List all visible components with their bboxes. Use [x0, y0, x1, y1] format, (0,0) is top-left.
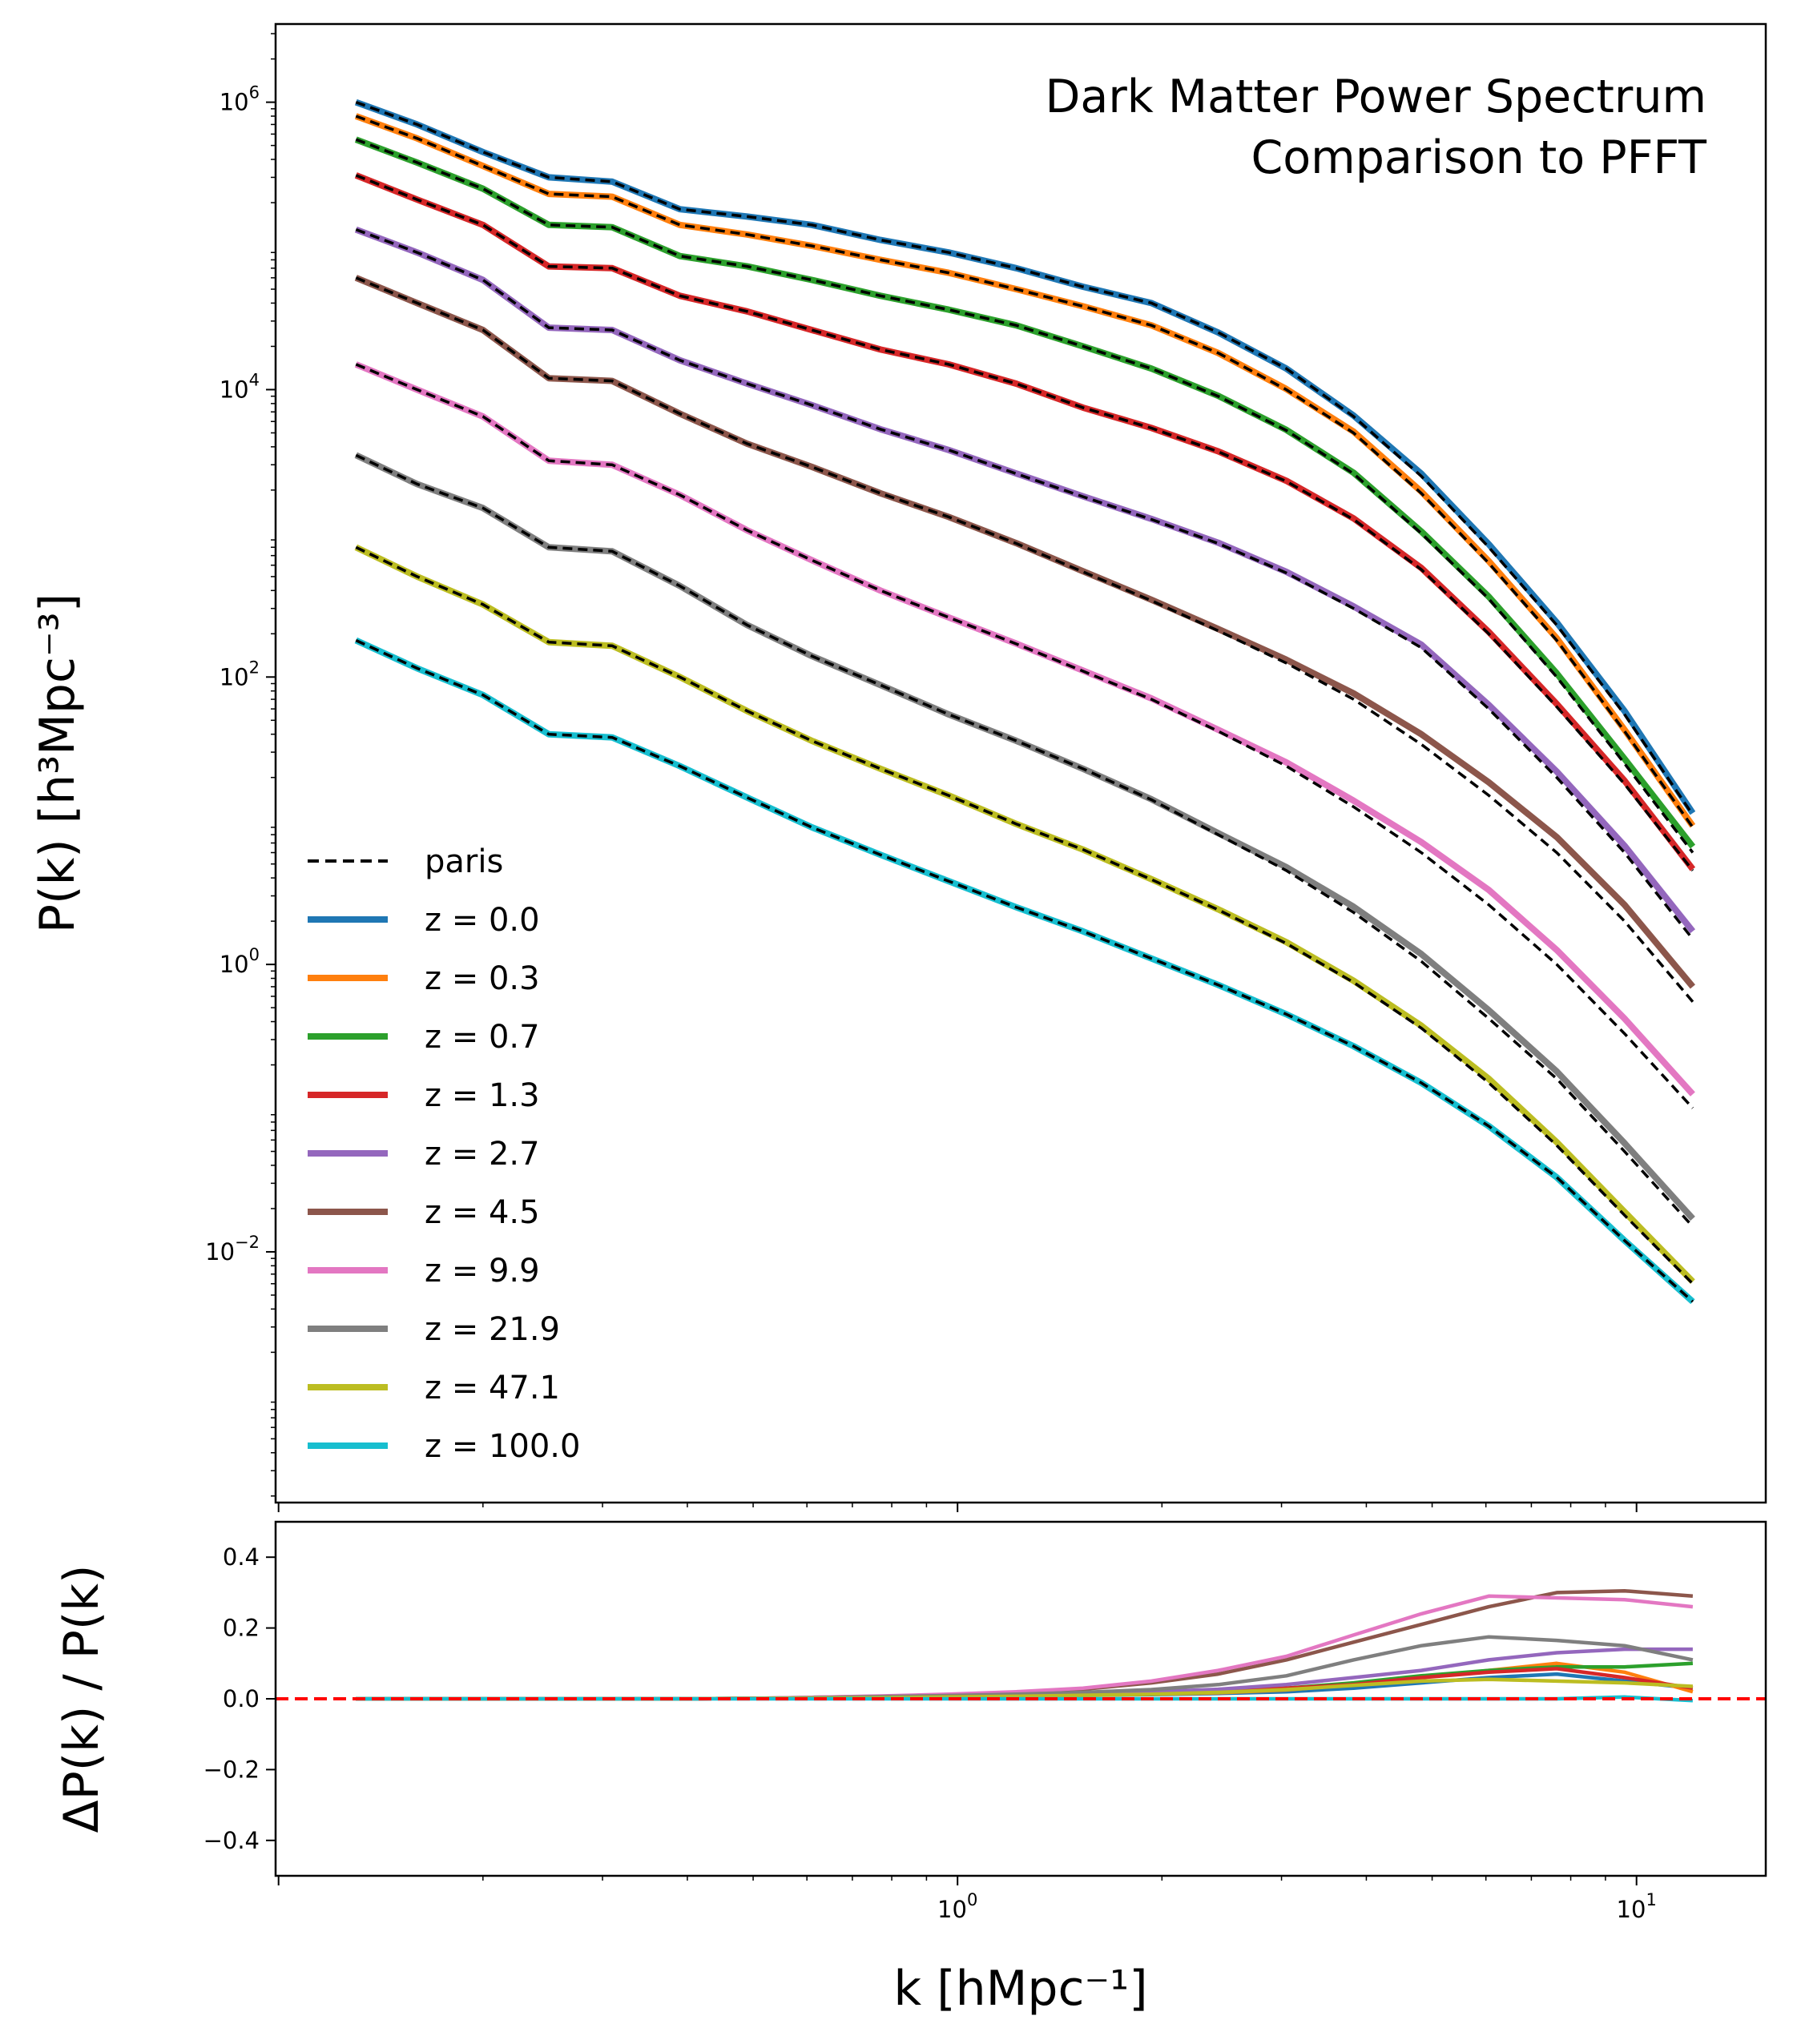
power-spectrum-panel: 106 104 102 100 10−2 Dark Matter Power Spect…	[30, 22, 1767, 1512]
top-x-ticks	[277, 1503, 1638, 1512]
top-series-layer	[354, 99, 1696, 1305]
legend-label-z-100-0: z = 100.0	[425, 1428, 580, 1465]
bottom-y-tick-label: 0.4	[223, 1543, 260, 1571]
bottom-y-tick-label: −0.4	[203, 1827, 260, 1854]
chart-subtitle: Comparison to PFFT	[1251, 131, 1707, 184]
series-line-z-2-7	[354, 226, 1696, 934]
residual-line-z-47-1	[356, 1677, 1694, 1701]
top-y-tick-label: 10−2	[205, 1233, 260, 1265]
series-line-z-47-1	[354, 544, 1695, 1284]
legend-label-z-9-9: z = 9.9	[425, 1253, 540, 1290]
legend-label-z-0-3: z = 0.3	[425, 960, 540, 997]
residual-line-z-4-5	[356, 1588, 1694, 1701]
bottom-y-tick-label: 0.2	[223, 1615, 260, 1642]
bottom-x-ticks: 100 101	[277, 1876, 1657, 1923]
series-line-z-100-0	[354, 637, 1695, 1305]
reference-line-z-100-0	[355, 638, 1694, 1303]
top-y-ticks: 106 104 102 100 10−2	[205, 33, 276, 1497]
series-line-z-1-3	[354, 172, 1696, 871]
top-axes-frame	[274, 22, 1767, 1504]
y-axis-label-top: P(k) [h³Mpc⁻³]	[30, 593, 86, 933]
bottom-y-tick-label: 0.0	[223, 1685, 260, 1712]
residuals-panel: 0.4 0.2 0.0 −0.2 −0.4 100 101 ΔP(k) / P(k) k …	[54, 1520, 1767, 2017]
reference-line-z-0-7	[355, 138, 1694, 854]
reference-line-z-2-7	[355, 227, 1694, 940]
legend-label-z-4-5: z = 4.5	[425, 1194, 540, 1231]
reference-line-z-0-0	[355, 100, 1694, 816]
top-y-tick-label: 106	[220, 83, 260, 116]
legend: paris z = 0.0 z = 0.3 z = 0.7 z = 1.3 z = 2.7…	[308, 843, 580, 1465]
residual-line-z-9-9	[356, 1594, 1694, 1701]
bottom-y-ticks: 0.4 0.2 0.0 −0.2 −0.4	[203, 1543, 276, 1854]
legend-label-z-0-0: z = 0.0	[425, 902, 540, 939]
x-tick-label: 101	[1617, 1890, 1657, 1923]
reference-line-z-47-1	[355, 545, 1694, 1286]
reference-line-z-4-5	[355, 276, 1694, 1003]
x-tick-label: 100	[937, 1890, 977, 1923]
y-axis-label-bottom: ΔP(k) / P(k)	[54, 1565, 110, 1833]
series-line-z-0-7	[354, 136, 1696, 849]
reference-line-z-9-9	[355, 363, 1694, 1109]
chart-title: Dark Matter Power Spectrum	[1046, 70, 1706, 123]
top-y-tick-label: 102	[220, 658, 260, 690]
reference-line-z-1-3	[355, 174, 1694, 871]
top-y-tick-label: 104	[220, 370, 260, 403]
top-y-tick-label: 100	[220, 945, 260, 978]
legend-label-z-47-1: z = 47.1	[425, 1370, 560, 1406]
legend-label-z-1-3: z = 1.3	[425, 1077, 540, 1114]
bottom-series-layer	[356, 1588, 1694, 1703]
legend-label-z-0-7: z = 0.7	[425, 1019, 540, 1056]
legend-label-reference: paris	[425, 843, 503, 880]
legend-label-z-2-7: z = 2.7	[425, 1136, 540, 1173]
legend-label-z-21-9: z = 21.9	[425, 1311, 560, 1348]
bottom-y-tick-label: −0.2	[203, 1756, 260, 1783]
x-axis-label: k [hMpc⁻¹]	[893, 1961, 1147, 2017]
reference-line-z-0-3	[355, 115, 1694, 828]
top-reference-layer	[355, 100, 1694, 1303]
reference-line-z-21-9	[355, 453, 1694, 1228]
